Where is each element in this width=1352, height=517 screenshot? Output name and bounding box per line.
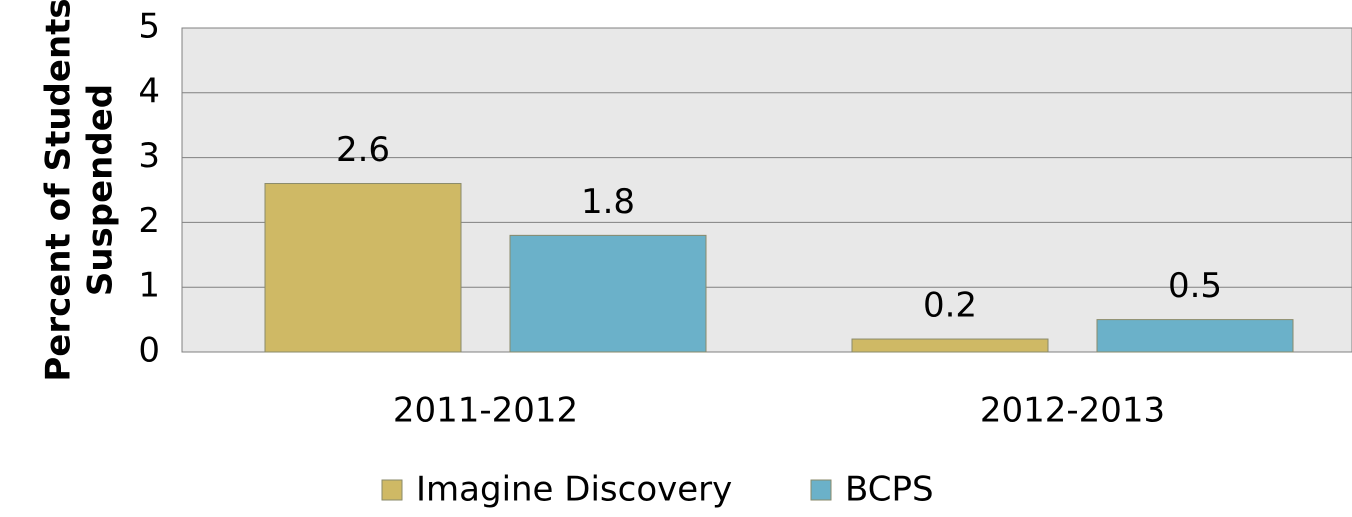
y-tick-label: 5: [138, 7, 160, 47]
legend-label: Imagine Discovery: [416, 470, 732, 510]
y-axis-title: Percent of Students Suspended: [39, 0, 121, 382]
legend-swatch: [381, 479, 403, 501]
y-axis-title-line: Percent of Students: [39, 0, 79, 382]
y-tick-label: 1: [138, 266, 160, 306]
data-label: 1.8: [581, 182, 635, 222]
bar: [1096, 319, 1294, 353]
bar: [509, 234, 707, 353]
bar: [264, 183, 462, 353]
data-label: 2.6: [336, 130, 390, 170]
y-tick-label: 4: [138, 71, 160, 111]
y-axis-title-line: Suspended: [81, 84, 121, 296]
y-tick-label: 0: [138, 331, 160, 371]
bar: [851, 338, 1049, 353]
legend-label: BCPS: [845, 470, 934, 510]
data-label: 0.5: [1168, 266, 1222, 306]
y-tick-label: 3: [138, 136, 160, 176]
x-tick-label: 2011-2012: [393, 391, 578, 431]
legend-swatch: [810, 479, 832, 501]
x-tick-label: 2012-2013: [980, 391, 1165, 431]
data-label: 0.2: [923, 286, 977, 326]
y-tick-label: 2: [138, 201, 160, 241]
